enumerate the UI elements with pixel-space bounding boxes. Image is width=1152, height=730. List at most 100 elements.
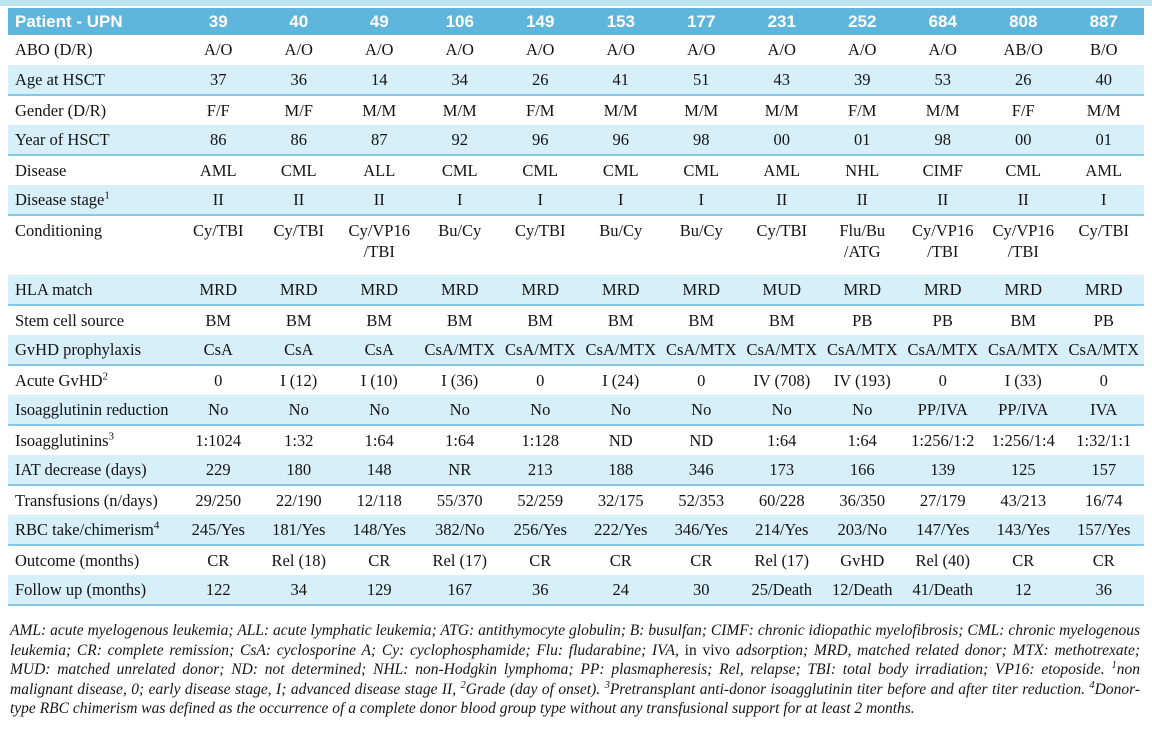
row-label: Transfusions (n/days) [8, 485, 178, 515]
row-label: Conditioning [8, 215, 178, 275]
row-label-text: Disease stage [15, 190, 105, 209]
table-cell: 0 [697, 371, 706, 390]
row-label-superscript: 1 [104, 189, 110, 202]
table-row: Acute GvHD2 0 I (12) I (10) I (36) 0 I (24) 0 IV… [8, 365, 1144, 395]
table-cell: A/O [204, 40, 233, 59]
patient-column-header: 149 [500, 8, 581, 35]
table-cell: ND [608, 431, 633, 450]
table-cell: 25/Death [741, 575, 822, 606]
table-cell: 0 [536, 371, 545, 390]
patient-column-header: 231 [741, 8, 822, 35]
table-cell: 180 [258, 455, 339, 486]
table-cell: No [661, 395, 742, 426]
row-label: GvHD prophylaxis [8, 335, 178, 366]
table-cell: ND [689, 431, 714, 450]
table-cell: BM [285, 311, 312, 330]
row-label-text: GvHD prophylaxis [15, 340, 142, 359]
table-cell: 26 [500, 65, 581, 96]
table-cell: Cy/VP16 /TBI [992, 221, 1054, 261]
table-cell: 36/350 [839, 491, 886, 510]
table-row: Disease AML CML ALL CML CML CML CML AML NHL CIMF CM… [8, 155, 1144, 185]
table-cell: CR [368, 551, 391, 570]
footnote-text: Donor-type RBC chimerism was defined as … [10, 680, 1140, 718]
table-cell: 229 [178, 455, 259, 486]
table-cell: MRD [580, 275, 661, 306]
table-cell: No [419, 395, 500, 426]
row-label: RBC take/chimerism4 [8, 515, 178, 546]
row-label: Outcome (months) [8, 545, 178, 575]
table-cell: 0 [1099, 371, 1108, 390]
footnote-superscript: 4 [1089, 679, 1095, 691]
table-cell: CR [1012, 551, 1035, 570]
table-cell: MRD [500, 275, 581, 306]
table-cell: CML [441, 161, 478, 180]
table-cell: M/M [603, 101, 638, 120]
table-cell: NR [419, 455, 500, 486]
table-header: Patient - UPN 39 40 49 106 149 153 177 231 252 684… [8, 8, 1144, 35]
table-cell: AML [199, 161, 237, 180]
table-cell: I [419, 185, 500, 216]
table-cell: 43/213 [1000, 491, 1047, 510]
table-cell: 98 [661, 125, 742, 156]
row-label: HLA match [8, 275, 178, 306]
table-cell: 53 [902, 65, 983, 96]
table-cell: F/F [206, 101, 230, 120]
patient-column-header: 808 [983, 8, 1064, 35]
row-label: Stem cell source [8, 305, 178, 335]
table-cell: A/O [928, 40, 957, 59]
row-label-superscript: 4 [153, 519, 160, 532]
table-cell: PP/IVA [902, 395, 983, 426]
table-cell: 1:64 [364, 431, 394, 450]
table-cell: No [741, 395, 822, 426]
row-label-text: Age at HSCT [15, 70, 105, 89]
corner-header: Patient - UPN [8, 8, 178, 35]
row-label: Gender (D/R) [8, 95, 178, 125]
row-label-text: Year of HSCT [15, 130, 110, 149]
table-cell: 51 [661, 65, 742, 96]
table-cell: 346 [661, 455, 742, 486]
table-cell: Flu/Bu /ATG [839, 221, 886, 261]
table-cell: 122 [178, 575, 259, 606]
table-cell: 92 [419, 125, 500, 156]
patient-column-header: 887 [1063, 8, 1144, 35]
row-label: Disease [8, 155, 178, 185]
footnote-superscript: 1 [1111, 659, 1117, 671]
table-cell: 1:64 [847, 431, 877, 450]
table-cell: 40 [1063, 65, 1144, 96]
table-cell: BM [527, 311, 554, 330]
table-cell: 87 [339, 125, 420, 156]
row-label: Year of HSCT [8, 125, 178, 156]
table-cell: 01 [822, 125, 903, 156]
table-cell: II [902, 185, 983, 216]
table-cell: 1:128 [521, 431, 560, 450]
row-label: Age at HSCT [8, 65, 178, 96]
table-cell: 382/No [419, 515, 500, 546]
row-label-text: RBC take/chimerism [15, 520, 154, 539]
row-label-text: Outcome (months) [15, 551, 140, 570]
table-row: HLA match MRD MRD MRD MRD MRD MRD MRD MUD MRD MRD M… [8, 275, 1144, 306]
table-cell: No [339, 395, 420, 426]
table-cell: 214/Yes [741, 515, 822, 546]
table-cell: BM [607, 311, 634, 330]
table-cell: No [178, 395, 259, 426]
table-cell: 86 [258, 125, 339, 156]
row-label-superscript: 3 [108, 430, 115, 443]
table-cell: I [580, 185, 661, 216]
table-cell: 157/Yes [1063, 515, 1144, 546]
table-row: Follow up (months) 122 34 129 167 36 24 30 25/De… [8, 575, 1144, 606]
row-label-text: Transfusions (n/days) [15, 491, 158, 510]
table-cell: 129 [339, 575, 420, 606]
table-cell: 1:32/1:1 [1076, 431, 1132, 450]
table-cell: CR [609, 551, 632, 570]
table-cell: CR [207, 551, 230, 570]
table-cell: II [178, 185, 259, 216]
table-cell: AML [1085, 161, 1123, 180]
table-cell: M/M [362, 101, 397, 120]
table-cell: F/F [1011, 101, 1035, 120]
table-cell: 86 [178, 125, 259, 156]
table-cell: No [580, 395, 661, 426]
table-cell: II [983, 185, 1064, 216]
table-cell: 181/Yes [258, 515, 339, 546]
table-cell: I [1063, 185, 1144, 216]
table-header-row: Patient - UPN 39 40 49 106 149 153 177 231 252 684… [8, 8, 1144, 35]
